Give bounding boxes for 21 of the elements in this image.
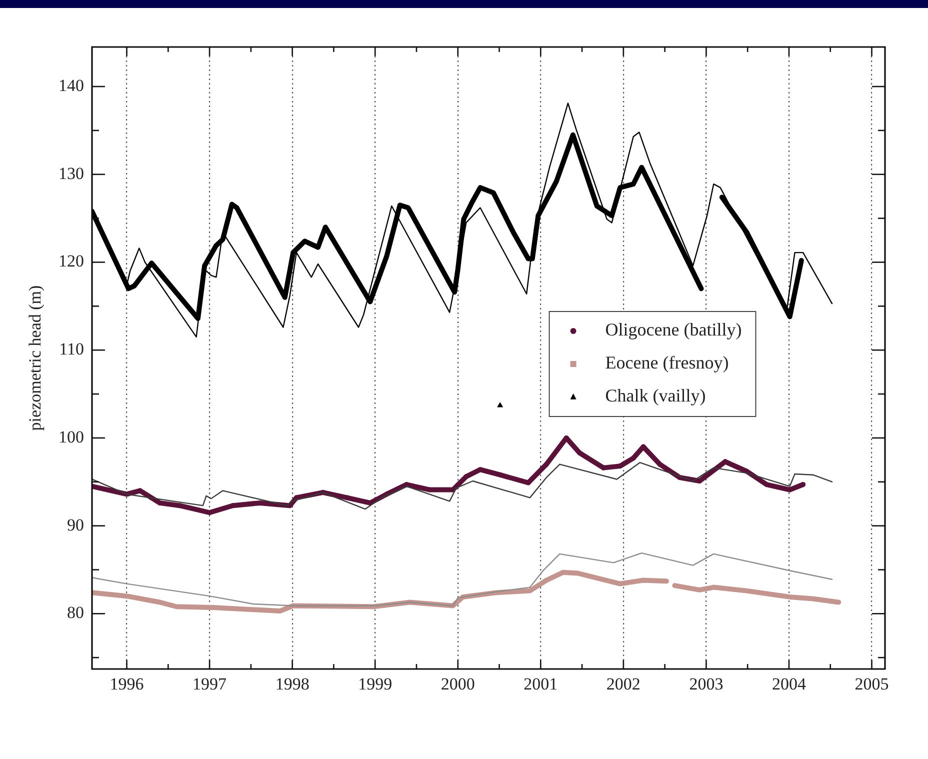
x-tick-label: 1999 — [358, 674, 392, 694]
y-tick-label: 120 — [58, 252, 84, 271]
x-tick-label: 2005 — [854, 674, 889, 694]
x-tick-label: 1998 — [275, 674, 310, 694]
legend-label: Eocene (fresnoy) — [605, 352, 729, 373]
x-tick-label: 2001 — [524, 674, 558, 694]
x-tick-label: 1997 — [192, 674, 228, 694]
y-tick-label: 110 — [59, 340, 84, 359]
y-tick-label: 80 — [67, 603, 84, 622]
y-axis-title: piezometric head (m) — [26, 285, 45, 431]
y-tick-label: 100 — [58, 427, 84, 446]
y-tick-label: 130 — [58, 164, 84, 183]
x-tick-label: 2002 — [606, 674, 640, 694]
legend-label: Oligocene (batilly) — [605, 320, 742, 340]
x-tick-label: 2004 — [772, 674, 806, 694]
y-tick-label: 140 — [58, 76, 84, 96]
x-tick-label: 1996 — [110, 674, 144, 694]
x-tick-label: 2000 — [440, 674, 475, 694]
x-tick-label: 2003 — [689, 674, 724, 694]
y-tick-label: 90 — [67, 515, 84, 534]
legend-label: Chalk (vailly) — [605, 386, 706, 406]
